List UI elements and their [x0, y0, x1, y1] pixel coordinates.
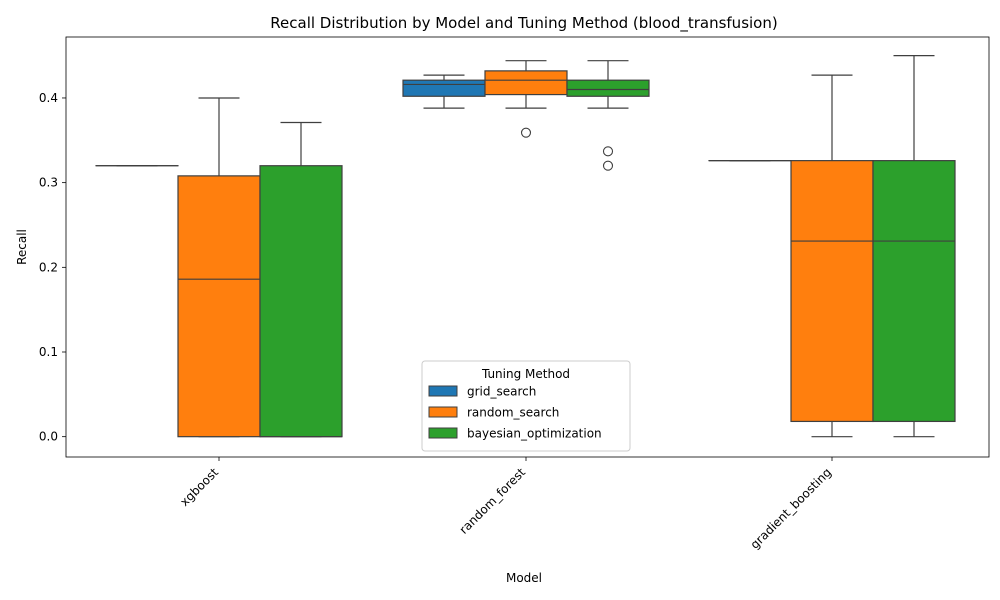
plot-frame	[65, 36, 990, 458]
y-tick-label: 0.2	[39, 260, 58, 274]
box-bayesian_optimization-gradient_boosting	[872, 55, 956, 438]
box-bayesian_optimization-random_forest	[566, 60, 650, 171]
legend-items: grid_search random_search bayesian_optimiz…	[428, 385, 602, 441]
chart-title: Recall Distribution by Model and Tuning …	[270, 14, 777, 33]
box-grid_search-random_forest	[402, 74, 486, 109]
box-series-group	[95, 55, 956, 438]
x-tick-label: random_forest	[457, 465, 529, 537]
box-random_search-random_forest	[484, 60, 568, 138]
legend-title: Tuning Method	[481, 367, 570, 381]
box-iqr	[566, 79, 650, 97]
x-tick-label: gradient_boosting	[748, 465, 835, 552]
plot-area	[65, 36, 990, 458]
box-iqr	[872, 160, 956, 423]
legend-label-bayesian_optimization: bayesian_optimization	[467, 427, 602, 441]
outlier-point	[520, 127, 532, 138]
legend-swatch-grid_search	[428, 385, 458, 397]
y-tick-label: 0.1	[39, 345, 58, 359]
legend-swatch-random_search	[428, 406, 458, 418]
legend-label-random_search: random_search	[467, 406, 559, 420]
legend-label-grid_search: grid_search	[467, 385, 536, 399]
box-iqr	[790, 160, 874, 423]
box-bayesian_optimization-xgboost	[259, 121, 343, 438]
y-axis-label: Recall	[15, 229, 29, 265]
legend-frame	[421, 360, 631, 452]
box-iqr	[402, 79, 486, 97]
box-iqr	[177, 175, 261, 438]
box-random_search-gradient_boosting	[790, 74, 874, 438]
box-iqr	[259, 165, 343, 438]
x-axis: xgboost random_forest gradient_boosting	[177, 457, 834, 552]
y-tick-label: 0.4	[39, 91, 58, 105]
outlier-point	[602, 160, 614, 171]
x-tick-label: xgboost	[177, 465, 221, 509]
legend-swatch-bayesian_optimization	[428, 427, 458, 439]
x-axis-label: Model	[506, 571, 542, 585]
box-iqr	[484, 70, 568, 96]
box-random_search-xgboost	[177, 97, 261, 438]
legend: Tuning Method grid_search random_searchba…	[421, 360, 631, 452]
y-tick-label: 0.0	[39, 430, 58, 444]
y-axis: 0.0 0.1 0.2 0.3 0.4	[39, 91, 66, 444]
y-tick-label: 0.3	[39, 176, 58, 190]
outlier-point	[602, 146, 614, 157]
